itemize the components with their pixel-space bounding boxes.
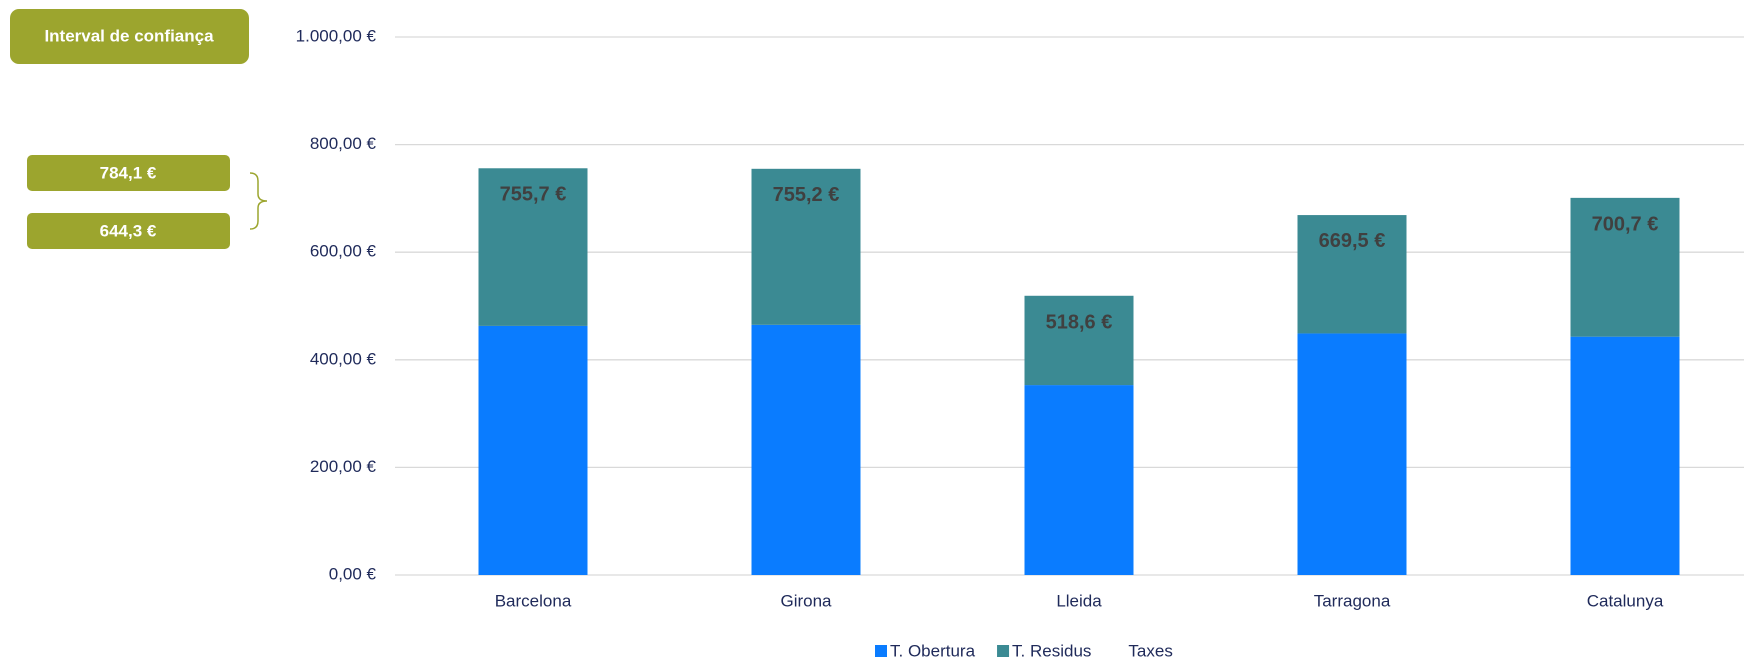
bar-segment: [1024, 295, 1134, 386]
data-label: 755,7 €: [500, 184, 567, 206]
ci-brace: [249, 172, 268, 230]
ci-lower: 644,3 €: [100, 221, 157, 240]
legend-label: Taxes: [1128, 641, 1172, 660]
x-tick-label: Girona: [780, 591, 832, 610]
ci-lower-box: [27, 213, 230, 249]
legend-swatch: [997, 645, 1010, 657]
y-tick-label: 600,00 €: [310, 242, 377, 261]
bar-segment: [1024, 385, 1134, 575]
data-label: 700,7 €: [1592, 213, 1659, 235]
ci-title-box: [10, 9, 249, 64]
bar-segment: [1570, 197, 1680, 337]
y-tick-label: 400,00 €: [310, 349, 377, 368]
ci-title: Interval de confiança: [44, 26, 214, 45]
bar-segment: [751, 324, 861, 575]
bar-segment: [478, 325, 588, 575]
data-label: 669,5 €: [1319, 230, 1386, 252]
x-tick-label: Tarragona: [1314, 591, 1391, 610]
legend-label: T. Residus: [1012, 641, 1091, 660]
ci-upper: 784,1 €: [100, 163, 157, 182]
data-label: 518,6 €: [1046, 311, 1113, 333]
bar-segment: [751, 168, 861, 325]
y-tick-label: 200,00 €: [310, 457, 377, 476]
bar-segment: [1297, 215, 1407, 334]
x-tick-label: Barcelona: [495, 591, 572, 610]
bar-segment: [1570, 336, 1680, 575]
x-tick-label: Lleida: [1056, 591, 1102, 610]
y-tick-label: 800,00 €: [310, 134, 377, 153]
y-tick-label: 0,00 €: [329, 564, 377, 583]
bar-segment: [1297, 333, 1407, 575]
bar-segment: [478, 168, 588, 326]
ci-upper-box: [27, 155, 230, 191]
legend-swatch: [875, 645, 887, 657]
x-tick-label: Catalunya: [1587, 591, 1664, 610]
y-tick-label: 1.000,00 €: [296, 26, 377, 45]
data-label: 755,2 €: [773, 184, 840, 206]
legend-label: T. Obertura: [890, 641, 976, 660]
